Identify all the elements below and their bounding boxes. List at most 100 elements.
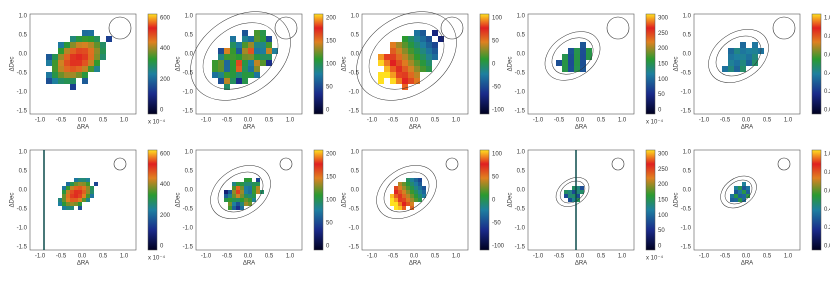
map-pixel: [396, 54, 402, 60]
map-pixel: [212, 66, 218, 72]
x-tick-label: -1.0: [367, 118, 378, 124]
map-pixel: [242, 72, 248, 78]
y-tick-label: -1.5: [515, 245, 526, 251]
map-pixel: [406, 198, 410, 202]
map-pixel: [244, 190, 248, 194]
map-pixel: [254, 42, 260, 48]
map-pixel: [746, 194, 750, 198]
y-tick-label: 0.5: [683, 33, 692, 39]
map-pixel: [256, 182, 260, 186]
map-pixel: [398, 198, 402, 202]
x-tick-label: -0.5: [720, 254, 731, 260]
y-tick-label: 1.0: [517, 14, 526, 20]
map-pixel: [218, 66, 224, 72]
map-pixel: [420, 54, 426, 60]
colorbar-tick-label: -100: [492, 244, 505, 250]
map-pixel: [260, 54, 266, 60]
y-tick-label: 0.5: [185, 169, 194, 175]
map-pixel: [228, 206, 232, 210]
contour: [202, 22, 279, 90]
map-pixel: [752, 54, 758, 60]
map-pixel: [248, 198, 252, 202]
map-pixel: [402, 182, 406, 186]
map-pixel: [70, 42, 76, 48]
y-tick-label: 0.0: [683, 52, 692, 58]
contour: [559, 180, 586, 204]
colorbar: [313, 149, 324, 251]
map-pixel: [266, 36, 272, 42]
map-pixel: [408, 48, 414, 54]
y-tick-label: -0.5: [681, 207, 692, 213]
map-pixel: [402, 194, 406, 198]
x-tick-label: 0.0: [410, 254, 419, 260]
map-pixel: [218, 72, 224, 78]
map-pixel: [738, 186, 742, 190]
map-pixel: [94, 182, 98, 186]
x-axis-label: ΔRA: [741, 125, 753, 131]
map-pixel: [88, 48, 94, 54]
map-pixel: [414, 182, 418, 186]
map-pixel: [88, 42, 94, 48]
map-pixel: [398, 186, 402, 190]
map-pixel: [230, 72, 236, 78]
map-pixel: [406, 194, 410, 198]
map-pixel: [74, 202, 78, 206]
map-pixel: [410, 202, 414, 206]
map-pixel: [252, 194, 256, 198]
x-tick-label: 1.0: [452, 254, 461, 260]
map-pixel: [230, 78, 236, 84]
map-pixel: [260, 60, 266, 66]
map-pixel: [728, 48, 734, 54]
y-tick-label: -1.0: [515, 226, 526, 232]
map-pixel: [76, 42, 82, 48]
map-pixel: [414, 194, 418, 198]
map-pixel: [398, 206, 402, 210]
map-pixel: [432, 42, 438, 48]
map-pixel: [414, 190, 418, 194]
map-pixel: [64, 48, 70, 54]
map-pixel: [62, 186, 66, 190]
y-axis-label: ΔDec: [176, 193, 182, 208]
map-pixel: [224, 194, 228, 198]
colorbar-tick-label: 150: [326, 175, 337, 181]
y-tick-label: -0.5: [17, 71, 28, 77]
map-pixel: [256, 190, 260, 194]
map-pixel: [82, 30, 88, 36]
y-tick-label: 0.5: [19, 169, 28, 175]
map-pixel: [248, 194, 252, 198]
map-pixel: [568, 194, 572, 198]
map-pixel: [224, 66, 230, 72]
map-pixel: [58, 48, 64, 54]
map-pixel: [422, 186, 426, 190]
map-pixel: [432, 48, 438, 54]
x-axis-label: ΔRA: [77, 125, 89, 131]
x-tick-label: -0.5: [56, 118, 67, 124]
map-pixel: [562, 66, 568, 72]
map-pixel: [224, 60, 230, 66]
map-pixel: [410, 206, 414, 210]
map-pixel: [574, 66, 580, 72]
map-pixel: [574, 60, 580, 66]
y-tick-label: -0.5: [515, 207, 526, 213]
map-pixel: [256, 186, 260, 190]
map-pixel: [64, 66, 70, 72]
map-pixel: [232, 190, 236, 194]
map-pixel: [568, 190, 572, 194]
map-pixel: [66, 190, 70, 194]
map-pixel: [414, 186, 418, 190]
map-pixel: [398, 190, 402, 194]
panel: -1.0 -0.5 0.0 0.5 1.0 1.0 0.5 0.0 -0.5 -1.0 -1.5 ΔR…: [674, 14, 830, 131]
map-pixel: [62, 194, 66, 198]
colorbar-tick-label: 0.6: [824, 52, 830, 58]
colorbar-tick-label: 100: [326, 62, 337, 68]
y-tick-label: 0.5: [19, 33, 28, 39]
beam: [274, 16, 298, 40]
map-pixel: [90, 194, 94, 198]
x-tick-label: 1.0: [618, 254, 627, 260]
map-pixel: [74, 190, 78, 194]
x-tick-label: -1.0: [699, 118, 710, 124]
x-tick-label: -0.5: [222, 254, 233, 260]
x-tick-label: -1.0: [533, 118, 544, 124]
map-pixel: [236, 42, 242, 48]
map-pixel: [414, 178, 418, 182]
